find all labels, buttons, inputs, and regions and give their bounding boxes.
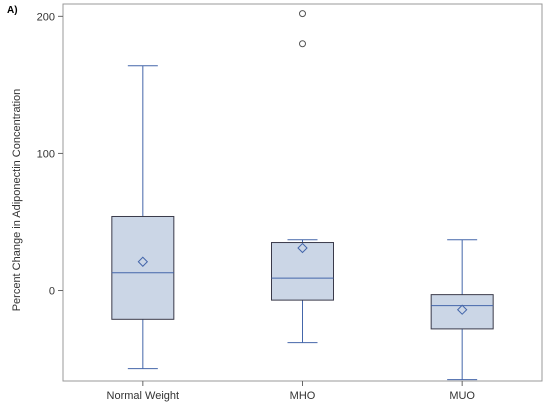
- panel-label: A): [7, 5, 18, 16]
- x-tick-label: MHO: [290, 390, 316, 402]
- iqr-box: [111, 215, 175, 320]
- mean-marker: [137, 256, 149, 267]
- mean-marker: [297, 242, 308, 254]
- box-group-mho: [271, 10, 334, 344]
- x-tick-label: Normal Weight: [107, 390, 180, 402]
- outlier-point: [299, 40, 306, 48]
- y-tick-label: 200: [37, 11, 55, 23]
- y-axis-label: Percent Change in Adiponectin Concentrat…: [11, 89, 23, 312]
- x-tick-label: MUO: [449, 390, 475, 402]
- y-tick-label: 100: [37, 148, 55, 160]
- mean-marker: [456, 304, 468, 315]
- iqr-box: [430, 294, 494, 330]
- box-group-muo: [430, 239, 494, 381]
- outlier-point: [299, 10, 306, 18]
- y-tick-label: 0: [49, 286, 55, 298]
- box-group-normal-weight: [111, 65, 175, 370]
- iqr-box: [271, 242, 334, 301]
